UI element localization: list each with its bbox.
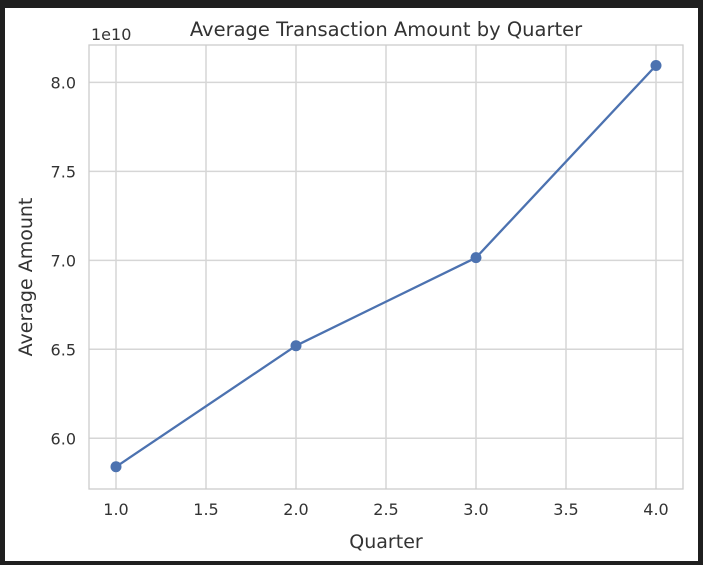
series-line (115, 64, 657, 468)
y-tick-label: 6.0 (51, 429, 76, 448)
chart-title: Average Transaction Amount by Quarter (190, 18, 583, 41)
x-tick-label: 1.0 (103, 500, 128, 519)
y-axis-ticks: 6.0 6.5 7.0 7.5 8.0 (51, 73, 76, 448)
y-tick-label: 8.0 (51, 73, 76, 92)
x-tick-label: 2.5 (373, 500, 398, 519)
chart-figure: Average Transaction Amount by Quarter 1e… (5, 8, 698, 561)
y-tick-label: 7.0 (51, 251, 76, 270)
x-tick-label: 1.5 (193, 500, 218, 519)
y-tick-label: 7.5 (51, 162, 76, 181)
data-point (470, 252, 482, 264)
y-axis-offset-label: 1e10 (91, 25, 131, 44)
series-layer (110, 59, 662, 473)
plot-frame (88, 44, 684, 490)
grid-lines (89, 45, 683, 489)
x-axis-ticks: 1.0 1.5 2.0 2.5 3.0 3.5 4.0 (103, 500, 668, 519)
x-tick-label: 3.0 (463, 500, 488, 519)
y-axis-label: Average Amount (15, 198, 37, 357)
data-point (110, 461, 122, 473)
x-tick-label: 4.0 (643, 500, 668, 519)
data-point (290, 340, 302, 352)
x-tick-label: 3.5 (553, 500, 578, 519)
y-tick-label: 6.5 (51, 340, 76, 359)
line-chart: Average Transaction Amount by Quarter 1e… (15, 18, 684, 553)
x-tick-label: 2.0 (283, 500, 308, 519)
data-point (650, 59, 662, 71)
x-axis-label: Quarter (349, 531, 423, 553)
